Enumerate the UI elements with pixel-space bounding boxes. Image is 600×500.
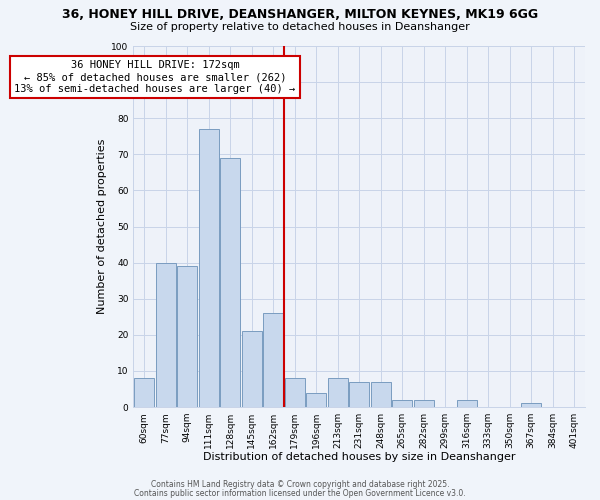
Bar (220, 158, 240, 407)
Bar (414, 400, 434, 407)
Bar (177, 266, 197, 407)
Bar (242, 332, 262, 407)
Bar (306, 392, 326, 407)
Bar (328, 378, 348, 407)
Text: 36 HONEY HILL DRIVE: 172sqm
← 85% of detached houses are smaller (262)
13% of se: 36 HONEY HILL DRIVE: 172sqm ← 85% of det… (14, 60, 296, 94)
Text: Size of property relative to detached houses in Deanshanger: Size of property relative to detached ho… (130, 22, 470, 32)
Text: Contains HM Land Registry data © Crown copyright and database right 2025.: Contains HM Land Registry data © Crown c… (151, 480, 449, 489)
Bar (349, 382, 369, 407)
Y-axis label: Number of detached properties: Number of detached properties (97, 139, 107, 314)
X-axis label: Distribution of detached houses by size in Deanshanger: Distribution of detached houses by size … (203, 452, 515, 462)
Bar (156, 262, 176, 407)
Bar (521, 404, 541, 407)
Bar (134, 378, 154, 407)
Text: 36, HONEY HILL DRIVE, DEANSHANGER, MILTON KEYNES, MK19 6GG: 36, HONEY HILL DRIVE, DEANSHANGER, MILTO… (62, 8, 538, 20)
Text: Contains public sector information licensed under the Open Government Licence v3: Contains public sector information licen… (134, 488, 466, 498)
Bar (371, 382, 391, 407)
Bar (392, 400, 412, 407)
Bar (263, 313, 283, 407)
Bar (285, 378, 305, 407)
Bar (199, 129, 219, 407)
Bar (457, 400, 477, 407)
